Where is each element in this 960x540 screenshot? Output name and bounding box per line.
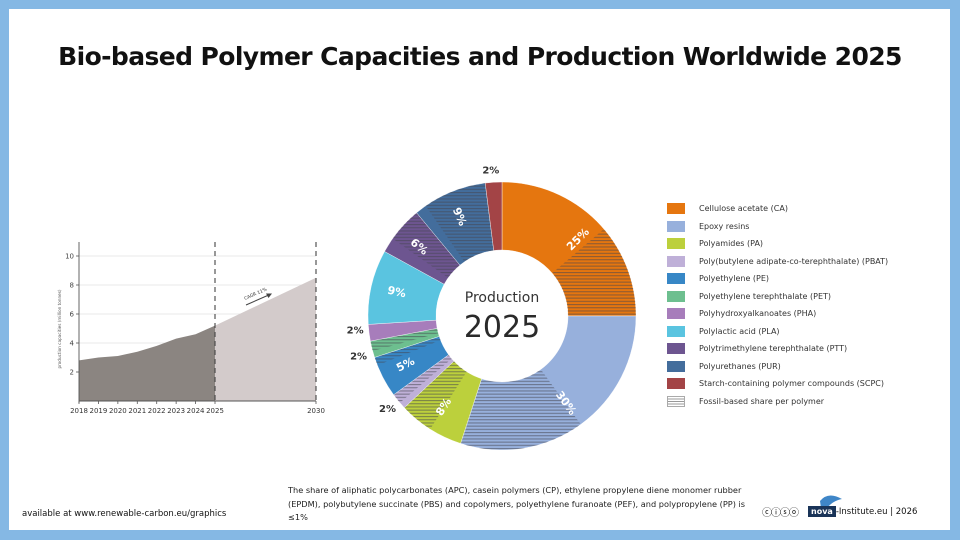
nova-logo: nova	[808, 506, 836, 517]
legend-swatch	[667, 360, 685, 372]
legend-label: Epoxy resins	[699, 221, 750, 231]
fossil-share-hatch	[370, 328, 439, 351]
x-tick-label: 2025	[206, 407, 224, 415]
x-tick-label: 2021	[128, 407, 146, 415]
legend-swatch	[667, 273, 685, 285]
fossil-share-hatch	[404, 361, 467, 430]
legend-item: Cellulose acetate (CA)	[667, 200, 888, 218]
credits: ⓒⓘⓢⓞ nova -Institute.eu | 2026	[762, 504, 917, 519]
legend-swatch	[667, 255, 685, 267]
donut-slice-starch-containing-polymer-compounds-scpc[interactable]	[484, 181, 503, 251]
x-tick-label: 2030	[307, 407, 325, 415]
legend-item: Polyethylene terephthalate (PET)	[667, 288, 888, 306]
creative-commons-icon: ⓒⓘⓢⓞ	[762, 508, 799, 519]
slice-outer-label: 2%	[347, 325, 364, 336]
legend-item: Polyhydroxyalkanoates (PHA)	[667, 305, 888, 323]
fossil-share-hatch	[374, 336, 441, 366]
x-tick-label: 2022	[148, 407, 166, 415]
legend-label: Polytrimethylene terephthalate (PTT)	[699, 344, 848, 354]
legend-item: Polyurethanes (PUR)	[667, 358, 888, 376]
institute-label: -Institute.eu | 2026	[835, 506, 918, 517]
hatch-swatch-icon	[667, 395, 685, 407]
legend-swatch	[667, 290, 685, 302]
x-tick-label: 2019	[90, 407, 108, 415]
legend-label: Cellulose acetate (CA)	[699, 204, 788, 214]
slice-outer-label: 2%	[350, 351, 367, 362]
legend-swatch	[667, 220, 685, 232]
footnote: The share of aliphatic polycarbonates (A…	[288, 485, 746, 522]
x-tick-label: 2023	[167, 407, 185, 415]
x-tick-label: 2020	[109, 407, 127, 415]
donut-center-label: Production	[465, 290, 539, 306]
legend-label: Polyethylene (PE)	[699, 274, 770, 284]
fossil-share-hatch	[552, 228, 636, 316]
legend-swatch	[667, 308, 685, 320]
source-link[interactable]: available at www.renewable-carbon.eu/gra…	[22, 509, 227, 519]
legend-label: Fossil-based share per polymer	[699, 396, 825, 406]
fossil-share-hatch	[460, 369, 581, 450]
legend-swatch	[667, 325, 685, 337]
donut-center-year: 2025	[464, 310, 540, 345]
legend-label: Poly(butylene adipate-co-terephthalate) …	[699, 256, 889, 266]
arrowhead-icon	[266, 293, 272, 298]
legend-label: Polyamides (PA)	[699, 239, 764, 249]
y-tick-label: 6	[70, 311, 75, 319]
nova-logo-sail-icon	[820, 495, 842, 515]
legend: Cellulose acetate (CA) Epoxy resins Polyam…	[667, 200, 888, 410]
legend-label: Polyethylene terephthalate (PET)	[699, 291, 832, 301]
capacity-area-chart: 2 4 6 8 10 2018 2019 2020 2021 2022 2023 2024 2025 20…	[57, 242, 325, 415]
legend-item: Polylactic acid (PLA)	[667, 323, 888, 341]
cagr-arrow-icon	[245, 293, 272, 306]
y-tick-label: 4	[70, 340, 75, 348]
y-tick-label: 2	[70, 369, 74, 377]
page-title: Bio-based Polymer Capacities and Product…	[58, 42, 902, 71]
y-tick-label: 8	[70, 282, 74, 290]
x-tick-label: 2024	[187, 407, 205, 415]
legend-item: Polyethylene (PE)	[667, 270, 888, 288]
cagr-annotation: CAGR 11%	[243, 286, 268, 302]
slice-outer-label: 2%	[482, 165, 499, 176]
legend-swatch	[667, 203, 685, 215]
legend-swatch	[667, 378, 685, 390]
slice-outer-label: 2%	[379, 404, 396, 415]
fossil-share-hatch	[392, 212, 460, 278]
legend-label: Polyhydroxyalkanoates (PHA)	[699, 309, 817, 319]
historic-area	[79, 325, 215, 401]
legend-label: Polylactic acid (PLA)	[699, 326, 780, 336]
fossil-share-hatch	[393, 354, 452, 403]
legend-label: Polyurethanes (PUR)	[699, 361, 781, 371]
legend-item: Polytrimethylene terephthalate (PTT)	[667, 340, 888, 358]
legend-item: Fossil-based share per polymer	[667, 393, 888, 411]
y-tick-label: 10	[65, 253, 74, 261]
legend-label: Starch-containing polymer compounds (SCP…	[699, 379, 884, 389]
legend-item: Poly(butylene adipate-co-terephthalate) …	[667, 253, 888, 271]
legend-swatch	[667, 238, 685, 250]
legend-item: Polyamides (PA)	[667, 235, 888, 253]
y-axis-label: production capacities (million tonnes)	[57, 289, 62, 368]
legend-item: Starch-containing polymer compounds (SCP…	[667, 375, 888, 393]
legend-item: Epoxy resins	[667, 218, 888, 236]
forecast-area	[215, 277, 316, 401]
legend-swatch	[667, 343, 685, 355]
slice-label: 9%	[386, 284, 407, 301]
x-tick-label: 2018	[70, 407, 88, 415]
fossil-share-hatch	[425, 183, 494, 262]
